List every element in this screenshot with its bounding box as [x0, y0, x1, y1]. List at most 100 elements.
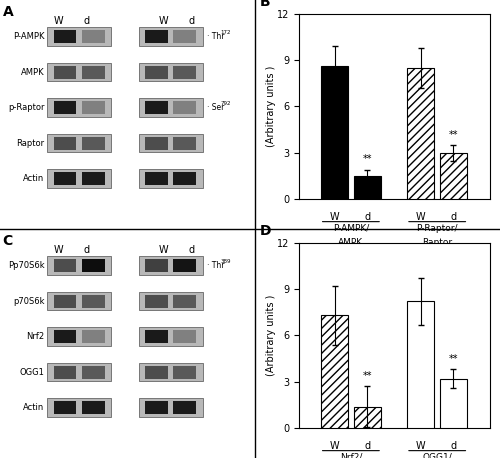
Text: **: **: [362, 154, 372, 164]
Text: AMPK: AMPK: [338, 238, 363, 247]
Bar: [174, 65, 197, 79]
Text: · Thr: · Thr: [206, 32, 224, 41]
Text: Nrf2/: Nrf2/: [340, 453, 362, 458]
Bar: [174, 30, 197, 43]
Text: p-Raptor: p-Raptor: [8, 103, 44, 112]
Text: W: W: [330, 212, 340, 222]
Bar: [174, 136, 197, 149]
Bar: [146, 295, 169, 308]
Text: · Ser: · Ser: [206, 103, 224, 112]
Bar: [54, 101, 76, 114]
Text: C: C: [2, 234, 13, 248]
Bar: [139, 169, 202, 188]
Bar: [146, 65, 169, 79]
Bar: [139, 27, 202, 46]
Bar: [47, 134, 111, 152]
Text: **: **: [362, 371, 372, 381]
Bar: [146, 30, 169, 43]
Bar: [146, 172, 169, 185]
Text: W: W: [158, 16, 168, 26]
Bar: [82, 295, 104, 308]
Bar: [47, 398, 111, 417]
Bar: [82, 101, 104, 114]
Bar: [139, 256, 202, 275]
Text: Nrf2: Nrf2: [26, 332, 44, 341]
Text: W: W: [158, 245, 168, 255]
Bar: [146, 259, 169, 272]
Bar: [174, 295, 197, 308]
Text: P-Raptor/: P-Raptor/: [416, 224, 458, 233]
Text: 792: 792: [220, 101, 231, 106]
Bar: [146, 330, 169, 343]
Bar: [47, 169, 111, 188]
Bar: [139, 63, 202, 82]
Bar: [47, 363, 111, 381]
Text: d: d: [188, 245, 194, 255]
Text: d: d: [84, 16, 90, 26]
Bar: [82, 401, 104, 414]
Bar: [82, 365, 104, 378]
Text: 172: 172: [220, 30, 231, 35]
Bar: [146, 401, 169, 414]
Text: d: d: [364, 441, 370, 451]
Text: AMPK: AMPK: [21, 68, 44, 76]
Bar: [54, 65, 76, 79]
Bar: [139, 98, 202, 117]
Bar: [47, 27, 111, 46]
Bar: [440, 379, 467, 428]
Text: 389: 389: [220, 259, 231, 264]
Bar: [440, 153, 467, 199]
Bar: [408, 301, 434, 428]
Bar: [82, 65, 104, 79]
Bar: [82, 330, 104, 343]
Text: W: W: [330, 441, 340, 451]
Text: Actin: Actin: [24, 174, 44, 183]
Bar: [82, 259, 104, 272]
Bar: [47, 256, 111, 275]
Bar: [174, 401, 197, 414]
Bar: [146, 101, 169, 114]
Text: W: W: [54, 16, 64, 26]
Text: **: **: [448, 354, 458, 364]
Bar: [174, 101, 197, 114]
Bar: [54, 259, 76, 272]
Bar: [82, 136, 104, 149]
Bar: [321, 316, 348, 428]
Bar: [54, 172, 76, 185]
Text: Actin: Actin: [24, 403, 44, 412]
Text: B: B: [260, 0, 270, 9]
Bar: [47, 63, 111, 82]
Bar: [54, 330, 76, 343]
Bar: [174, 330, 197, 343]
Text: A: A: [2, 5, 14, 19]
Bar: [54, 136, 76, 149]
Bar: [47, 327, 111, 346]
Bar: [47, 98, 111, 117]
Bar: [146, 365, 169, 378]
Text: Pp70S6k: Pp70S6k: [8, 261, 44, 270]
Text: P-AMPK/: P-AMPK/: [333, 224, 369, 233]
Bar: [82, 172, 104, 185]
Bar: [146, 136, 169, 149]
Text: Raptor: Raptor: [16, 139, 44, 147]
Text: OGG1: OGG1: [20, 368, 44, 376]
Bar: [54, 401, 76, 414]
Bar: [139, 134, 202, 152]
Text: Raptor: Raptor: [422, 238, 452, 247]
Bar: [54, 365, 76, 378]
Text: W: W: [416, 212, 426, 222]
Text: P-AMPK: P-AMPK: [13, 32, 44, 41]
Text: d: d: [364, 212, 370, 222]
Text: · Thr: · Thr: [206, 261, 224, 270]
Bar: [354, 176, 380, 199]
Bar: [54, 295, 76, 308]
Text: d: d: [450, 441, 456, 451]
Bar: [82, 30, 104, 43]
Text: d: d: [450, 212, 456, 222]
Bar: [354, 407, 380, 428]
Bar: [174, 172, 197, 185]
Bar: [408, 68, 434, 199]
Bar: [54, 30, 76, 43]
Bar: [174, 259, 197, 272]
Bar: [321, 66, 348, 199]
